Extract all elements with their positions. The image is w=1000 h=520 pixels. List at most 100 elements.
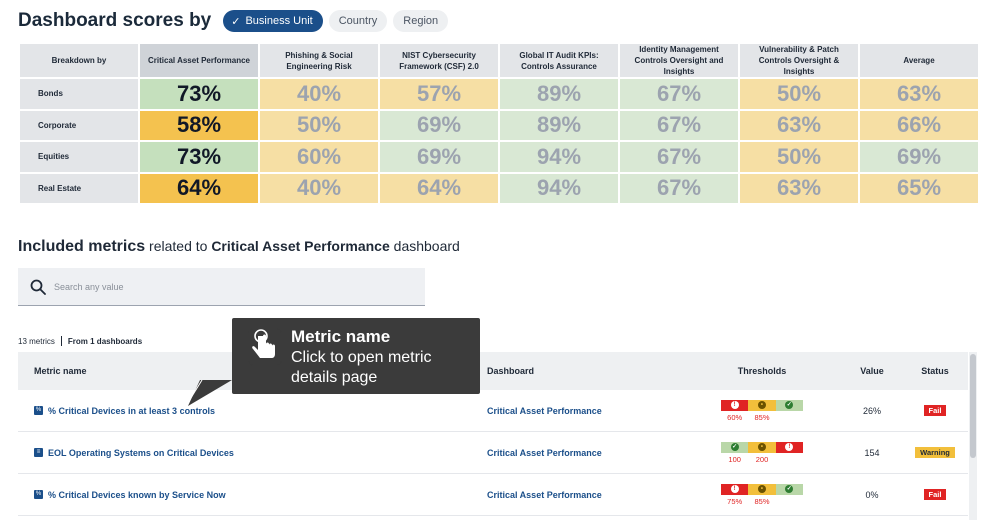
status-badge: Warning bbox=[915, 447, 955, 458]
title-text: dashboard bbox=[389, 238, 460, 254]
threshold-high: 200 bbox=[755, 454, 769, 464]
pill-label: Region bbox=[403, 15, 439, 27]
score-cell[interactable]: 94% bbox=[498, 171, 620, 205]
score-cell[interactable]: 67% bbox=[618, 108, 740, 142]
list-icon: ≡ bbox=[34, 448, 43, 457]
check-icon: ✓ bbox=[231, 15, 241, 28]
status-badge: Fail bbox=[923, 489, 947, 500]
metric-name-link[interactable]: % Critical Devices known by Service Now bbox=[48, 489, 226, 500]
dashboard-link[interactable]: Critical Asset Performance bbox=[487, 447, 602, 458]
score-cell[interactable]: 69% bbox=[378, 108, 500, 142]
score-cell: 63% bbox=[858, 77, 980, 111]
threshold-pass-segment: ✓ bbox=[721, 441, 749, 453]
score-cell[interactable]: 50% bbox=[738, 77, 860, 111]
header: Dashboard scores by ✓ Business Unit Coun… bbox=[18, 8, 454, 34]
metric-name-cell: % % Critical Devices in at least 3 contr… bbox=[18, 406, 487, 416]
thresholds-cell: ! • ✓ 75% 85% bbox=[682, 483, 842, 506]
tooltip-title: Metric name bbox=[291, 327, 391, 346]
tooltip-body: Click to open metric details page bbox=[291, 349, 432, 386]
metric-name-link[interactable]: % Critical Devices in at least 3 control… bbox=[48, 405, 216, 416]
score-cell[interactable]: 40% bbox=[258, 77, 380, 111]
status-cell: Warning bbox=[902, 447, 968, 458]
metric-name-cell: ≡ EOL Operating Systems on Critical Devi… bbox=[18, 448, 487, 458]
metrics-table-header: Metric name Dashboard Thresholds Value S… bbox=[18, 352, 968, 390]
dashboard-cell: Critical Asset Performance bbox=[487, 406, 682, 416]
score-cell[interactable]: 64% bbox=[378, 171, 500, 205]
score-cell[interactable]: 73% bbox=[138, 140, 260, 174]
metric-name-link[interactable]: EOL Operating Systems on Critical Device… bbox=[48, 447, 234, 458]
score-row: Corporate 58% 50% 69% 89% 67% 63% 66% bbox=[18, 108, 980, 142]
header-thresholds: Thresholds bbox=[737, 366, 787, 376]
search-input[interactable] bbox=[54, 281, 384, 292]
score-cell[interactable]: 63% bbox=[738, 108, 860, 142]
pill-country[interactable]: Country bbox=[328, 10, 388, 32]
title-dashboard-name: Critical Asset Performance bbox=[211, 238, 390, 254]
metrics-table: Metric name Dashboard Thresholds Value S… bbox=[18, 352, 968, 516]
table-row[interactable]: % % Critical Devices in at least 3 contr… bbox=[18, 390, 968, 432]
column-header[interactable]: Global IT Audit KPIs: Controls Assurance bbox=[498, 42, 620, 79]
score-cell[interactable]: 89% bbox=[498, 108, 620, 142]
score-cell[interactable]: 89% bbox=[498, 77, 620, 111]
column-header[interactable]: Vulnerability & Patch Controls Oversight… bbox=[738, 42, 860, 79]
pill-business-unit[interactable]: ✓ Business Unit bbox=[223, 10, 323, 32]
title-text: related to bbox=[145, 238, 212, 254]
score-cell[interactable]: 63% bbox=[738, 171, 860, 205]
table-row[interactable]: ≡ EOL Operating Systems on Critical Devi… bbox=[18, 432, 968, 474]
pill-region[interactable]: Region bbox=[393, 10, 449, 32]
score-row: Real Estate 64% 40% 64% 94% 67% 63% 65% bbox=[18, 171, 980, 205]
column-header[interactable]: Critical Asset Performance bbox=[138, 42, 260, 79]
threshold-fail-segment: ! bbox=[721, 399, 749, 411]
score-row: Bonds 73% 40% 57% 89% 67% 50% 63% bbox=[18, 77, 980, 111]
column-header[interactable]: NIST Cybersecurity Framework (CSF) 2.0 bbox=[378, 42, 500, 79]
search-box[interactable] bbox=[18, 268, 425, 306]
score-cell[interactable]: 67% bbox=[618, 140, 740, 174]
score-cell[interactable]: 50% bbox=[738, 140, 860, 174]
threshold-low: 75% bbox=[727, 496, 743, 506]
score-cell[interactable]: 67% bbox=[618, 171, 740, 205]
score-cell[interactable]: 64% bbox=[138, 171, 260, 205]
divider bbox=[60, 336, 62, 346]
thresholds-cell: ! • ✓ 60% 85% bbox=[682, 399, 842, 422]
table-scrollbar[interactable] bbox=[969, 352, 977, 520]
header-dashboard[interactable]: Dashboard bbox=[487, 366, 535, 376]
warning-dot-icon: • bbox=[757, 485, 766, 493]
threshold-pass-segment: ✓ bbox=[775, 483, 803, 495]
table-row[interactable]: % % Critical Devices known by Service No… bbox=[18, 474, 968, 516]
score-cell[interactable]: 67% bbox=[618, 77, 740, 111]
row-label: Real Estate bbox=[18, 171, 140, 205]
check-icon: ✓ bbox=[785, 485, 794, 493]
score-cell[interactable]: 50% bbox=[258, 108, 380, 142]
scores-table: Breakdown by Critical Asset Performance … bbox=[18, 42, 980, 205]
metrics-count-text: 13 metrics bbox=[18, 336, 55, 346]
threshold-high: 85% bbox=[754, 412, 770, 422]
title-bold: Included metrics bbox=[18, 238, 146, 255]
column-header[interactable]: Identity Management Controls Oversight a… bbox=[618, 42, 740, 79]
value-cell: 0% bbox=[865, 489, 879, 500]
score-cell[interactable]: 58% bbox=[138, 108, 260, 142]
value-cell: 154 bbox=[864, 447, 880, 458]
included-metrics-title: Included metrics related to Critical Ass… bbox=[18, 238, 460, 256]
dashboard-link[interactable]: Critical Asset Performance bbox=[487, 489, 602, 500]
search-icon bbox=[30, 279, 46, 295]
score-cell: 69% bbox=[858, 140, 980, 174]
score-cell[interactable]: 57% bbox=[378, 77, 500, 111]
alert-icon: ! bbox=[785, 443, 794, 451]
header-status[interactable]: Status bbox=[921, 366, 949, 376]
score-cell[interactable]: 60% bbox=[258, 140, 380, 174]
score-cell[interactable]: 40% bbox=[258, 171, 380, 205]
threshold-bar: ! • ✓ bbox=[721, 399, 803, 411]
status-cell: Fail bbox=[902, 489, 968, 500]
score-cell[interactable]: 94% bbox=[498, 140, 620, 174]
check-icon: ✓ bbox=[730, 443, 739, 451]
column-header[interactable]: Phishing & Social Engineering Risk bbox=[258, 42, 380, 79]
header-metric-name[interactable]: Metric name bbox=[34, 366, 87, 376]
header-value[interactable]: Value bbox=[860, 366, 884, 376]
threshold-labels: 75% 85% bbox=[721, 497, 803, 506]
dashboard-link[interactable]: Critical Asset Performance bbox=[487, 405, 602, 416]
threshold-low: 60% bbox=[727, 412, 743, 422]
score-cell[interactable]: 69% bbox=[378, 140, 500, 174]
threshold-warning-segment: • bbox=[748, 483, 776, 495]
threshold-warning-segment: • bbox=[748, 441, 776, 453]
scrollbar-thumb[interactable] bbox=[970, 354, 976, 458]
score-cell[interactable]: 73% bbox=[138, 77, 260, 111]
